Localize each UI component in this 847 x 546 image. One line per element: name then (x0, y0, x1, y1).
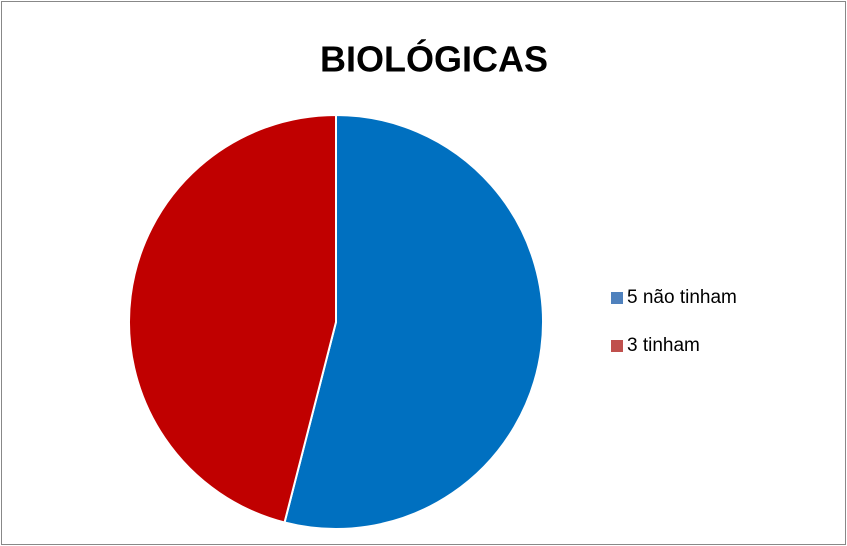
legend-label: 3 tinham (627, 335, 700, 356)
pie-slice (283, 113, 544, 530)
legend-swatch (611, 292, 623, 304)
legend-swatch (611, 340, 623, 352)
legend-label: 5 não tinham (627, 287, 737, 308)
pie-slice (128, 113, 337, 524)
chart-title: BIOLÓGICAS (320, 38, 548, 80)
